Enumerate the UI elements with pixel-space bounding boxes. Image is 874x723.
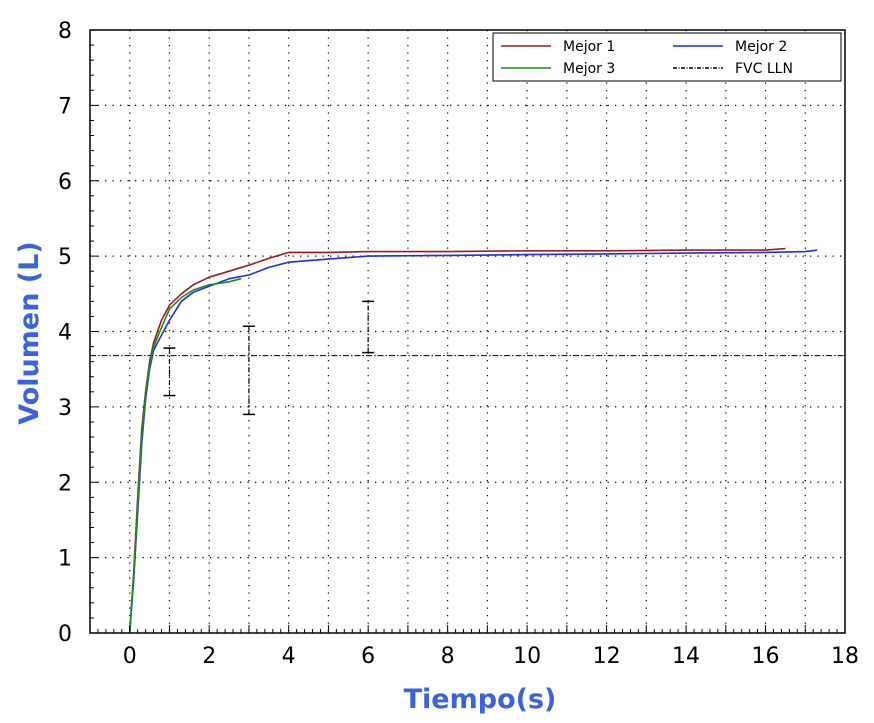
x-tick-label: 8 [441, 644, 455, 669]
y-tick-label: 3 [58, 396, 72, 421]
y-tick-label: 2 [58, 471, 72, 496]
y-axis-title: Volumen (L) [14, 241, 45, 424]
x-tick-label: 14 [672, 644, 700, 669]
series-layer [128, 247, 818, 634]
x-tick-label: 16 [752, 644, 780, 669]
error-bar [163, 347, 176, 397]
x-tick-label: 0 [123, 644, 137, 669]
x-tick-label: 2 [202, 644, 216, 669]
legend-item: Mejor 1 [501, 39, 615, 55]
legend-label: Mejor 3 [563, 61, 615, 77]
x-tick-label: 10 [513, 644, 541, 669]
legend-item: Mejor 3 [501, 61, 615, 77]
x-tick-label: 12 [593, 644, 621, 669]
legend: Mejor 1 Mejor 2 Mejor 3 FVC LLN [492, 32, 842, 82]
legend-box [492, 32, 842, 82]
grid-layer [90, 30, 845, 633]
x-axis-title: Tiempo(s) [404, 684, 557, 715]
y-tick-label: 5 [58, 245, 72, 270]
series-line-3 [128, 277, 242, 634]
x-tick-label: 4 [282, 644, 296, 669]
legend-item: FVC LLN [673, 61, 793, 77]
x-tick-label: 6 [361, 644, 375, 669]
legend-label: Mejor 1 [563, 39, 615, 55]
y-tick-label: 1 [58, 547, 72, 572]
y-tick-label: 7 [58, 94, 72, 119]
legend-label: Mejor 2 [735, 39, 787, 55]
x-tick-label: 18 [831, 644, 859, 669]
y-tick-label: 8 [58, 19, 72, 44]
error-bar [242, 325, 255, 416]
y-tick-label: 4 [58, 321, 72, 346]
y-tick-label: 6 [58, 170, 72, 195]
error-bar [362, 300, 375, 354]
series-line-2 [128, 249, 818, 634]
error-bar-layer [163, 300, 375, 416]
legend-label: FVC LLN [735, 61, 793, 77]
legend-item: Mejor 2 [673, 39, 787, 55]
series-line-1 [128, 247, 786, 634]
y-tick-label: 0 [58, 622, 72, 647]
